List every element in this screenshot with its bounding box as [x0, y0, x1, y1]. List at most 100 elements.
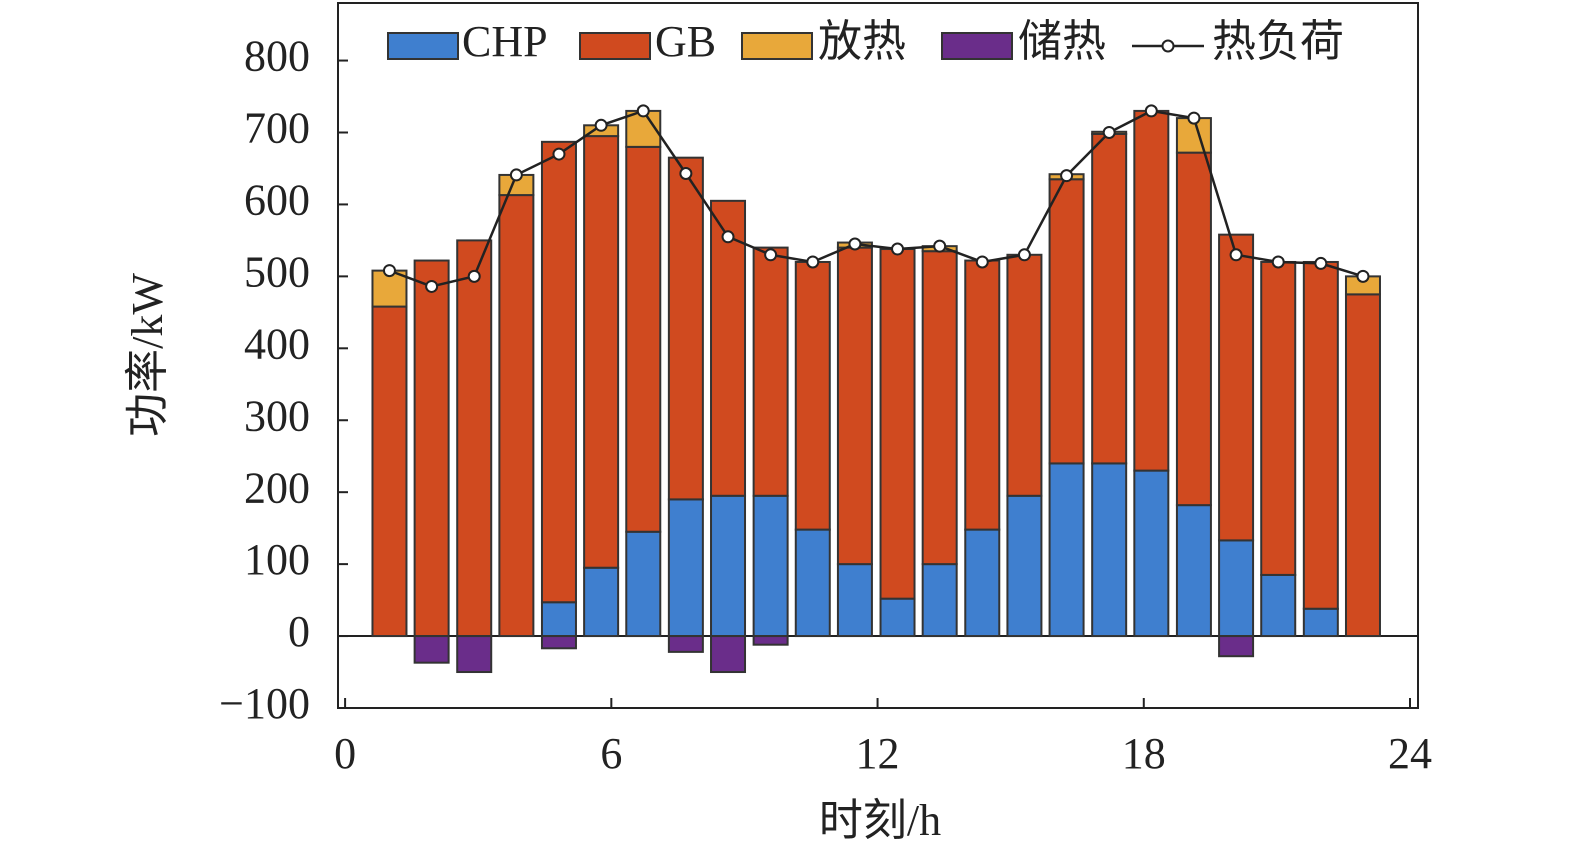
- bar: [1218, 539, 1255, 638]
- bar: [540, 140, 577, 604]
- legend-swatch: [387, 32, 459, 60]
- point: [933, 239, 947, 253]
- point: [509, 168, 523, 182]
- point: [848, 237, 862, 251]
- point: [1187, 111, 1201, 125]
- bar: [413, 259, 450, 638]
- bar: [710, 199, 747, 497]
- y-tick-label: 100: [244, 535, 310, 584]
- bar: [625, 530, 662, 638]
- bar: [1006, 253, 1043, 497]
- y-tick-label: 700: [244, 104, 310, 153]
- x-tick-label: 0: [334, 729, 356, 778]
- x-tick-label: 24: [1388, 729, 1432, 778]
- bar: [794, 528, 831, 638]
- bar: [583, 135, 620, 569]
- bar: [413, 635, 450, 664]
- legend-swatch: [941, 32, 1013, 60]
- y-tick-label: −100: [219, 679, 310, 728]
- legend-swatch: [579, 32, 651, 60]
- legend-label: CHP: [462, 17, 548, 66]
- point: [1356, 269, 1370, 283]
- bar: [625, 145, 662, 533]
- bar: [1260, 260, 1297, 576]
- bar: [1133, 109, 1170, 472]
- point: [425, 279, 439, 293]
- bar: [1344, 293, 1381, 638]
- point: [1229, 248, 1243, 262]
- bar: [667, 498, 704, 638]
- bar: [921, 250, 958, 566]
- point: [594, 118, 608, 132]
- point: [806, 255, 820, 269]
- bar: [667, 156, 704, 501]
- point: [679, 166, 693, 180]
- bar: [1260, 573, 1297, 638]
- bar: [540, 635, 577, 650]
- bar: [710, 635, 747, 674]
- y-tick-label: 0: [288, 607, 310, 656]
- bar: [583, 566, 620, 638]
- point: [1144, 104, 1158, 118]
- line: [389, 109, 1364, 288]
- bar: [540, 601, 577, 638]
- bar: [1302, 607, 1339, 638]
- bar: [964, 528, 1001, 638]
- bar: [371, 305, 408, 638]
- bar: [1091, 462, 1128, 638]
- y-tick-label: 300: [244, 391, 310, 440]
- bar: [879, 597, 916, 638]
- bar: [921, 563, 958, 638]
- bar: [836, 246, 873, 566]
- plot-frame: [337, 2, 1419, 709]
- legend-label: 热负荷: [1212, 17, 1344, 66]
- bar: [1218, 635, 1255, 658]
- bar: [498, 194, 535, 638]
- bar: [964, 259, 1001, 531]
- point: [764, 248, 778, 262]
- bar: [710, 494, 747, 638]
- point: [1017, 248, 1031, 262]
- bar: [752, 494, 789, 638]
- legend-swatch: [1161, 39, 1175, 53]
- bar: [1048, 462, 1085, 638]
- bar: [1006, 494, 1043, 638]
- x-tick-label: 18: [1122, 729, 1166, 778]
- point: [382, 264, 396, 278]
- bar: [456, 239, 493, 638]
- bar: [1048, 178, 1085, 465]
- point: [975, 255, 989, 269]
- point: [1102, 125, 1116, 139]
- legend-label: 储热: [1018, 17, 1106, 66]
- bar: [371, 269, 408, 308]
- bar: [1175, 151, 1212, 507]
- bar: [456, 635, 493, 674]
- y-tick-label: 800: [244, 32, 310, 81]
- bar: [752, 635, 789, 646]
- point: [721, 230, 735, 244]
- legend-swatch: [741, 32, 813, 60]
- point: [467, 269, 481, 283]
- y-tick-label: 600: [244, 176, 310, 225]
- y-tick-label: 500: [244, 247, 310, 296]
- point: [1314, 256, 1328, 270]
- legend-label: GB: [655, 17, 716, 66]
- point: [552, 147, 566, 161]
- bar: [1091, 132, 1128, 465]
- y-axis-label: 功率/kW: [123, 273, 172, 437]
- bar: [667, 635, 704, 653]
- point: [1271, 255, 1285, 269]
- bar: [1218, 233, 1255, 542]
- x-tick-label: 6: [600, 729, 622, 778]
- x-tick-label: 12: [856, 729, 900, 778]
- point: [636, 104, 650, 118]
- point: [1060, 169, 1074, 183]
- bar: [879, 248, 916, 600]
- x-axis-label: 时刻/h: [819, 796, 941, 845]
- bar: [1133, 469, 1170, 638]
- bar: [1302, 260, 1339, 610]
- y-tick-label: 200: [244, 463, 310, 512]
- bar: [794, 260, 831, 531]
- y-tick-label: 400: [244, 319, 310, 368]
